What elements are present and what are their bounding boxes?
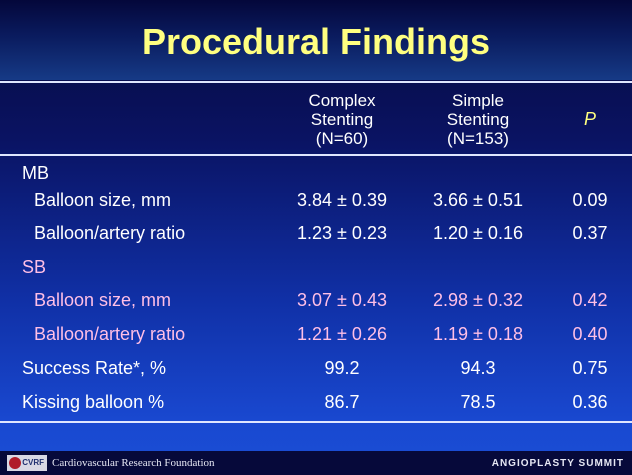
cell-p: 0.36 (572, 392, 608, 412)
cell-complex: 86.7 (324, 392, 360, 412)
table-row: MB (0, 160, 632, 186)
row-label: Success Rate*, % (22, 358, 167, 378)
row-label: Balloon size, mm (34, 290, 172, 310)
cell-simple: 94.3 (460, 358, 496, 378)
column-header-complex-line-2: Stenting (310, 110, 374, 129)
table-row: Balloon size, mm 3.84 ± 0.39 3.66 ± 0.51… (0, 187, 632, 213)
column-header-complex-line-3: (N=60) (315, 129, 369, 148)
summit-name: ANGIOPLASTY SUMMIT (491, 458, 624, 469)
cell-simple: 1.20 ± 0.16 (433, 223, 523, 243)
cvrf-logo-text: CVRF (22, 458, 44, 467)
cell-complex: 3.07 ± 0.43 (297, 290, 387, 310)
row-label: Balloon/artery ratio (34, 324, 186, 344)
table-row: Success Rate*, % 99.2 94.3 0.75 (0, 355, 632, 381)
cell-complex: 99.2 (324, 358, 360, 378)
column-header-complex-line-1: Complex (308, 91, 376, 110)
table-row: Balloon/artery ratio 1.21 ± 0.26 1.19 ± … (0, 321, 632, 347)
row-label: SB (22, 257, 47, 277)
header-rule-bottom (0, 154, 632, 156)
cell-complex: 1.23 ± 0.23 (297, 223, 387, 243)
table-row: SB (0, 254, 632, 280)
slide-title: Procedural Findings (141, 21, 491, 62)
footer-bar (0, 451, 632, 475)
column-header-complex: Complex Stenting (N=60) (280, 91, 404, 148)
title-band (0, 0, 632, 80)
cell-p: 0.42 (572, 290, 608, 310)
column-header-simple-line-1: Simple (452, 91, 504, 110)
cell-p: 0.09 (572, 190, 608, 210)
header-rule-top (0, 81, 632, 83)
column-header-p: P (583, 109, 596, 129)
cvrf-logo: CVRF (7, 455, 47, 471)
cvrf-logo-mark-icon (9, 457, 21, 469)
column-header-simple-line-2: Stenting (446, 110, 510, 129)
cell-complex: 1.21 ± 0.26 (297, 324, 387, 344)
cell-p: 0.37 (572, 223, 608, 243)
cell-simple: 1.19 ± 0.18 (433, 324, 523, 344)
column-header-simple: Simple Stenting (N=153) (416, 91, 540, 148)
table-row: Kissing balloon % 86.7 78.5 0.36 (0, 389, 632, 415)
foundation-name: Cardiovascular Research Foundation (52, 457, 215, 469)
row-label: MB (22, 163, 49, 183)
table-row: Balloon/artery ratio 1.23 ± 0.23 1.20 ± … (0, 220, 632, 246)
row-label: Balloon/artery ratio (34, 223, 186, 243)
table-rule-bottom (0, 421, 632, 423)
cell-p: 0.75 (572, 358, 608, 378)
row-label: Kissing balloon % (22, 392, 165, 412)
cell-complex: 3.84 ± 0.39 (297, 190, 387, 210)
cell-simple: 2.98 ± 0.32 (433, 290, 523, 310)
column-header-simple-line-3: (N=153) (447, 129, 509, 148)
cell-p: 0.40 (572, 324, 608, 344)
table-row: Balloon size, mm 3.07 ± 0.43 2.98 ± 0.32… (0, 287, 632, 313)
cell-simple: 78.5 (460, 392, 496, 412)
cell-simple: 3.66 ± 0.51 (433, 190, 523, 210)
row-label: Balloon size, mm (34, 190, 172, 210)
